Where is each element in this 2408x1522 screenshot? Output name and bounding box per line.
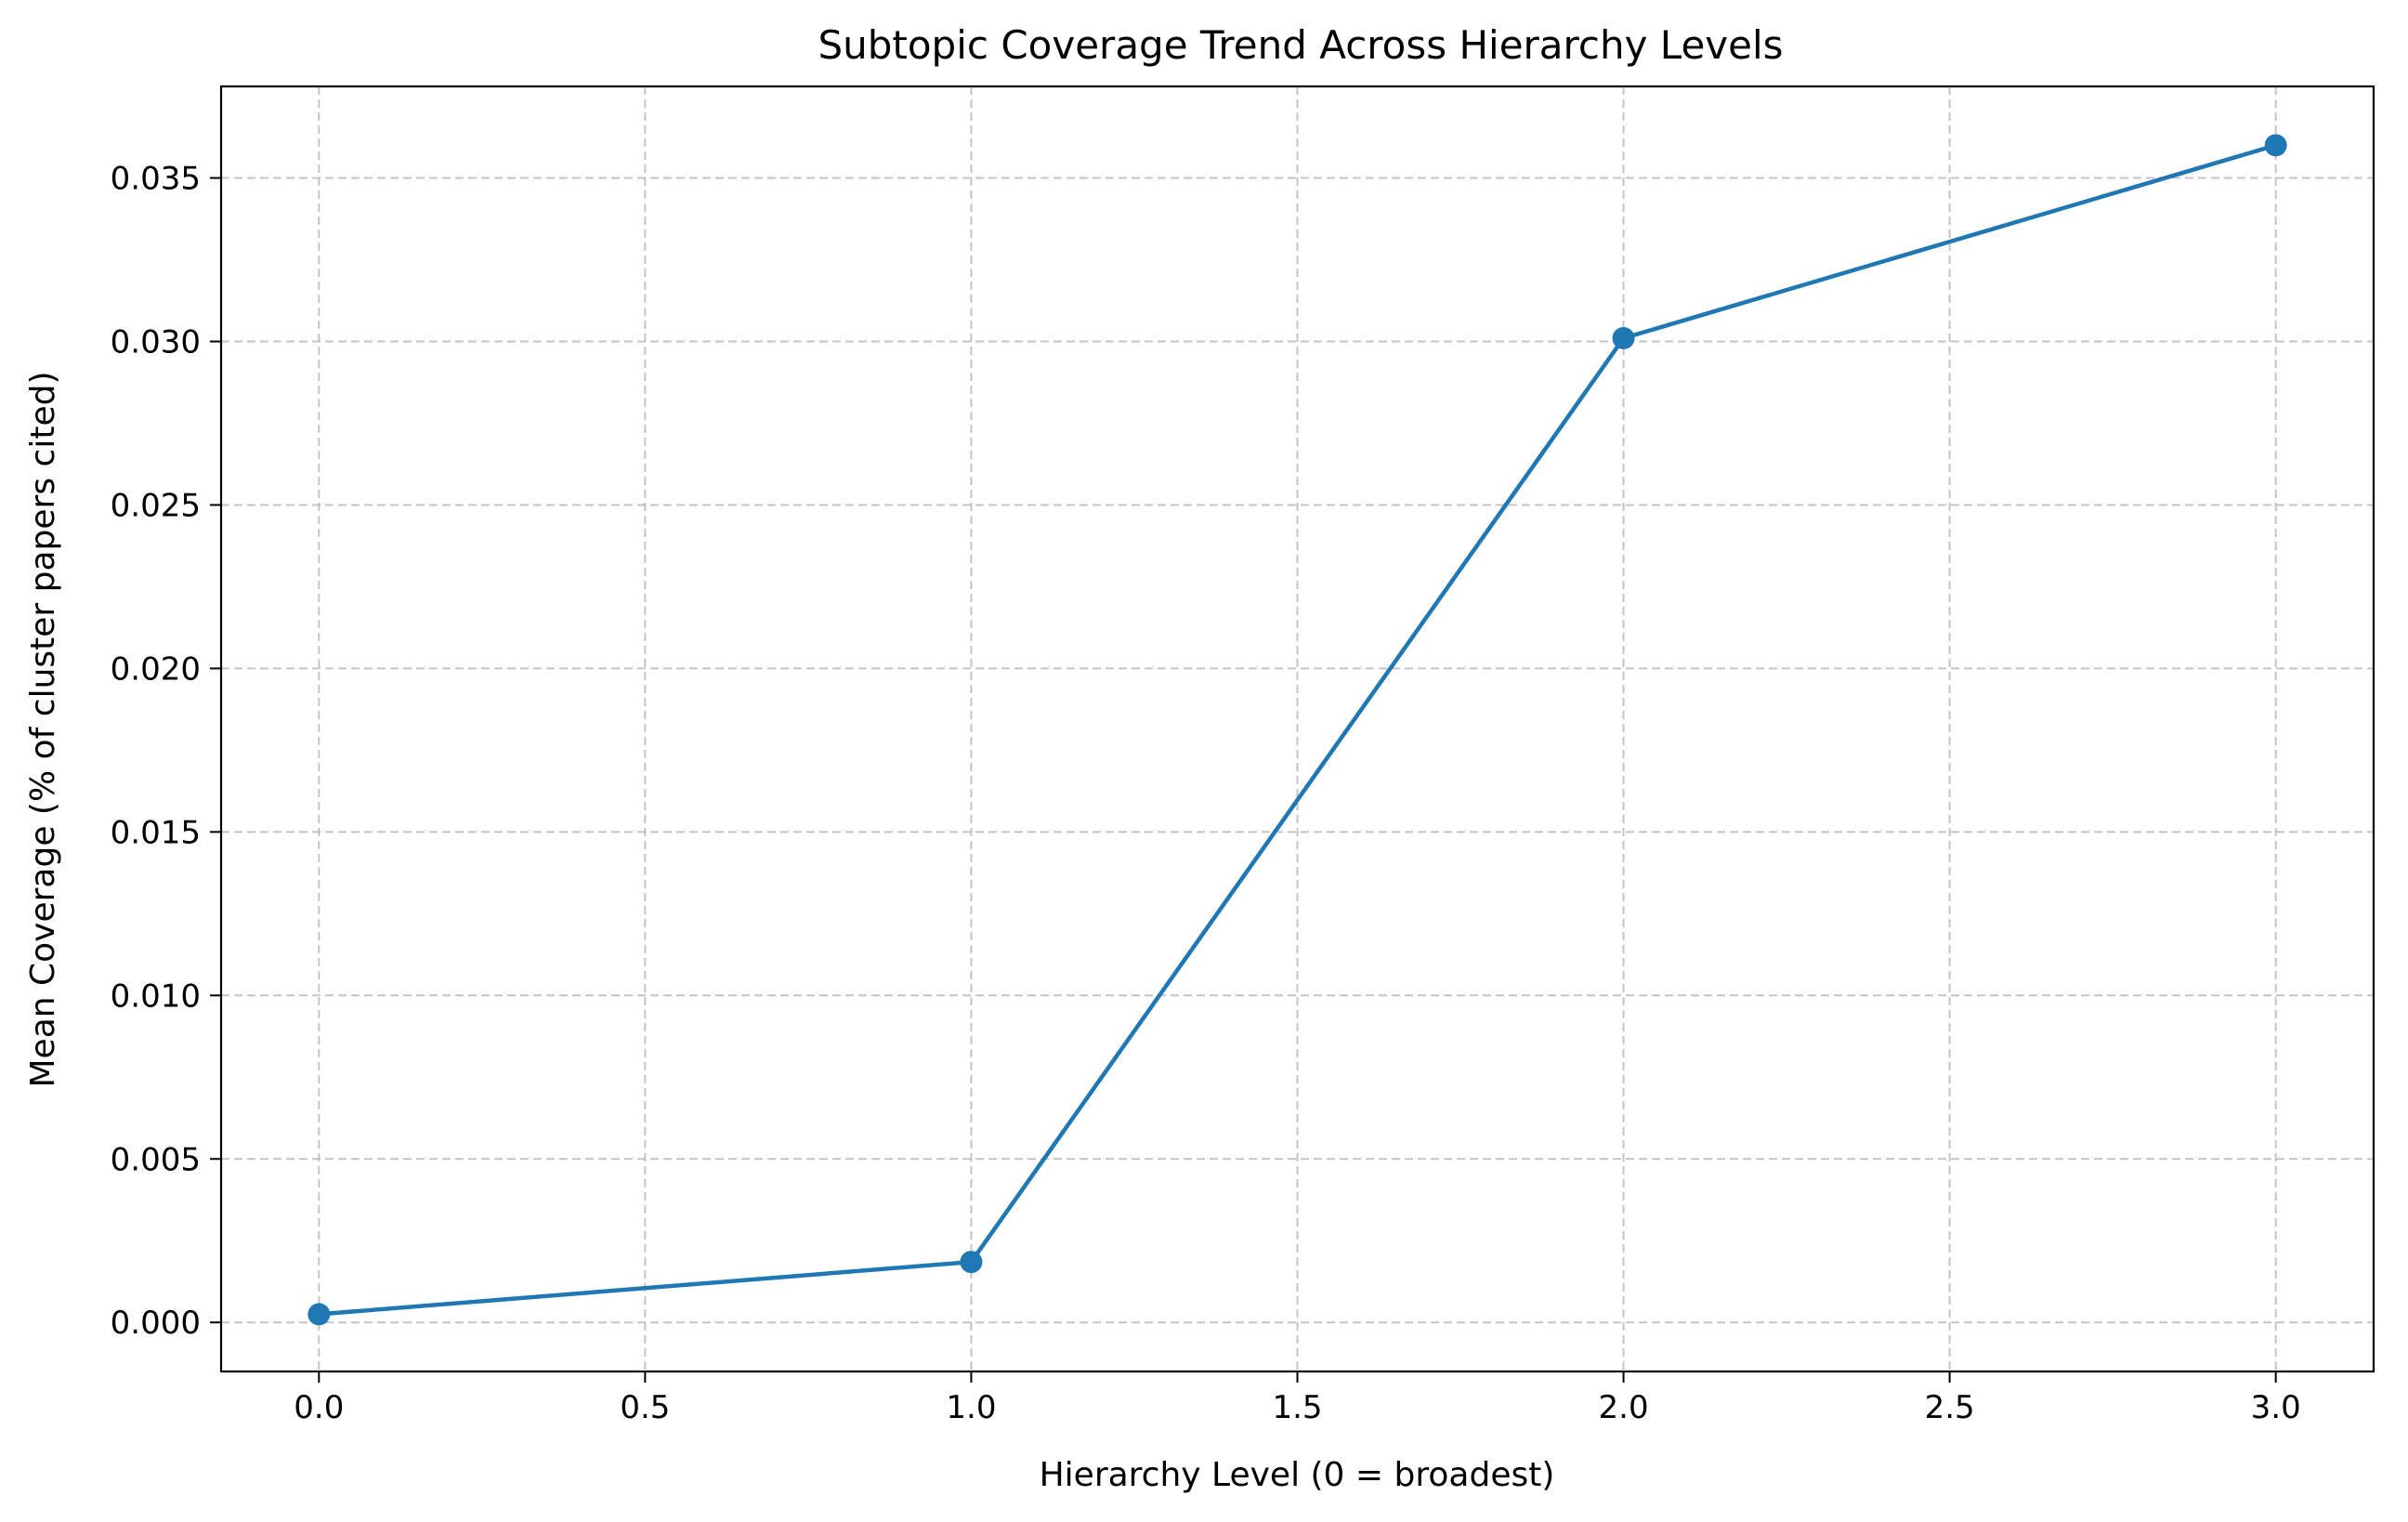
- grid-layer: [221, 86, 2374, 1371]
- chart-title: Subtopic Coverage Trend Across Hierarchy…: [818, 22, 1783, 68]
- y-tick-label: 0.010: [111, 977, 201, 1015]
- y-tick-label: 0.025: [111, 487, 201, 524]
- y-tick-label: 0.030: [111, 323, 201, 361]
- plot-area: [219, 85, 2375, 1373]
- x-tick-label: 0.5: [620, 1389, 670, 1426]
- x-axis-label: Hierarchy Level (0 = broadest): [1040, 1456, 1555, 1494]
- x-tick-label: 0.0: [294, 1389, 344, 1426]
- y-tick-label: 0.000: [111, 1305, 201, 1342]
- y-tick-label: 0.005: [111, 1141, 201, 1178]
- x-axis: 0.0 0.5 1.0 1.5 2.0 2.5 3.0: [294, 1371, 2301, 1426]
- y-axis: 0.000 0.005 0.010 0.015 0.020 0.025 0.030 0.035: [111, 161, 221, 1342]
- x-tick-label: 3.0: [2251, 1389, 2301, 1426]
- x-tick-label: 2.0: [1599, 1389, 1649, 1426]
- x-tick-label: 2.5: [1925, 1389, 1975, 1426]
- y-axis-label: Mean Coverage (% of cluster papers cited…: [24, 371, 62, 1087]
- y-tick-label: 0.015: [111, 814, 201, 851]
- series-layer: [308, 134, 2287, 1326]
- data-point: [960, 1251, 983, 1274]
- data-point: [2264, 134, 2287, 157]
- series-line: [317, 143, 2278, 1317]
- y-tick-label: 0.020: [111, 650, 201, 688]
- data-point: [1612, 326, 1635, 349]
- y-tick-label: 0.035: [111, 161, 201, 198]
- x-tick-label: 1.5: [1272, 1389, 1322, 1426]
- data-point: [308, 1303, 331, 1326]
- x-tick-label: 1.0: [946, 1389, 996, 1426]
